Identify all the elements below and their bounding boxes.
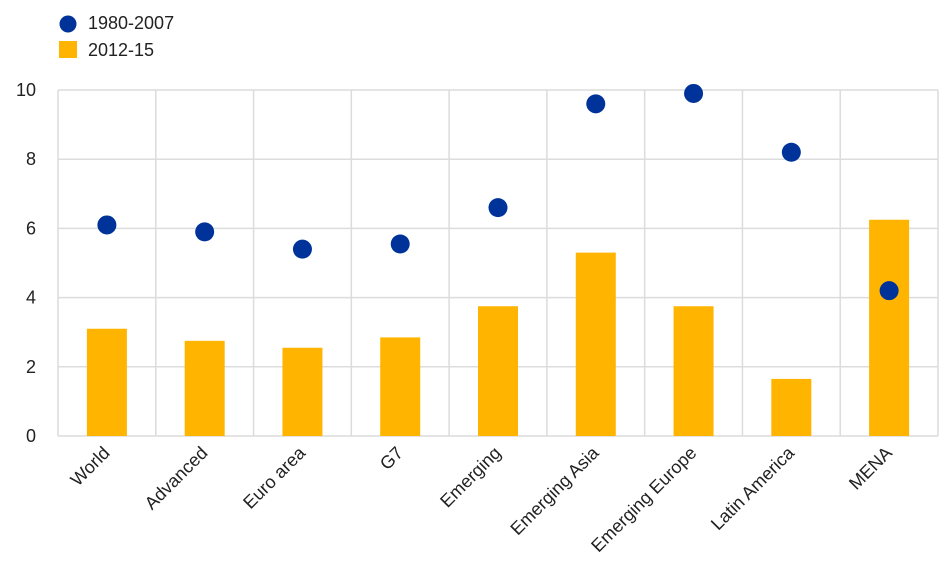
dot-emerging-europe	[684, 83, 704, 103]
bar-g7	[380, 337, 421, 436]
dot-series-1980-2007	[97, 83, 899, 301]
y-tick-label: 4	[26, 288, 36, 308]
bar-mena	[869, 219, 910, 436]
x-axis-ticks: World Advanced Euro area G7 Emerging Emerging…	[67, 442, 896, 556]
y-axis-ticks: 0 2 4 6 8 10	[16, 80, 36, 446]
dot-emerging-asia	[586, 94, 606, 114]
legend-label-2012-15: 2012-15	[88, 40, 154, 60]
bar-world	[86, 328, 127, 436]
dot-mena	[879, 281, 899, 301]
dot-latin-america	[781, 142, 801, 162]
x-tick-label-g7: G7	[376, 443, 407, 474]
bar-latin-america	[771, 378, 812, 436]
x-tick-label-emerging: Emerging	[436, 443, 505, 512]
grid	[57, 89, 939, 437]
y-tick-label: 6	[26, 218, 36, 238]
x-tick-label-advanced: Advanced	[141, 443, 212, 514]
dot-euro-area	[292, 239, 312, 259]
bar-emerging-europe	[673, 306, 714, 436]
y-tick-label: 10	[16, 80, 36, 100]
y-tick-label: 2	[26, 357, 36, 377]
dot-world	[97, 215, 117, 235]
x-tick-label-latin-america: Latin America	[707, 442, 799, 534]
legend-dot-icon	[59, 15, 77, 33]
bar-series-2012-15	[86, 219, 910, 436]
y-tick-label: 8	[26, 149, 36, 169]
dot-emerging	[488, 198, 508, 218]
x-tick-label-world: World	[67, 443, 114, 490]
x-tick-label-euro-area: Euro area	[239, 442, 310, 513]
legend-label-1980-2007: 1980-2007	[88, 13, 174, 33]
bar-euro-area	[282, 347, 323, 436]
bar-emerging	[478, 306, 518, 436]
dot-advanced	[195, 222, 215, 242]
bar-advanced	[184, 340, 225, 436]
legend: 1980-2007 2012-15	[59, 13, 174, 60]
legend-square-icon	[59, 41, 77, 58]
y-tick-label: 0	[26, 426, 36, 446]
bar-emerging-asia	[575, 252, 616, 436]
x-tick-label-mena: MENA	[845, 443, 896, 494]
x-tick-label-emerging-europe: Emerging Europe	[587, 443, 700, 556]
x-tick-label-emerging-asia: Emerging Asia	[506, 442, 603, 539]
dot-g7	[390, 234, 410, 254]
